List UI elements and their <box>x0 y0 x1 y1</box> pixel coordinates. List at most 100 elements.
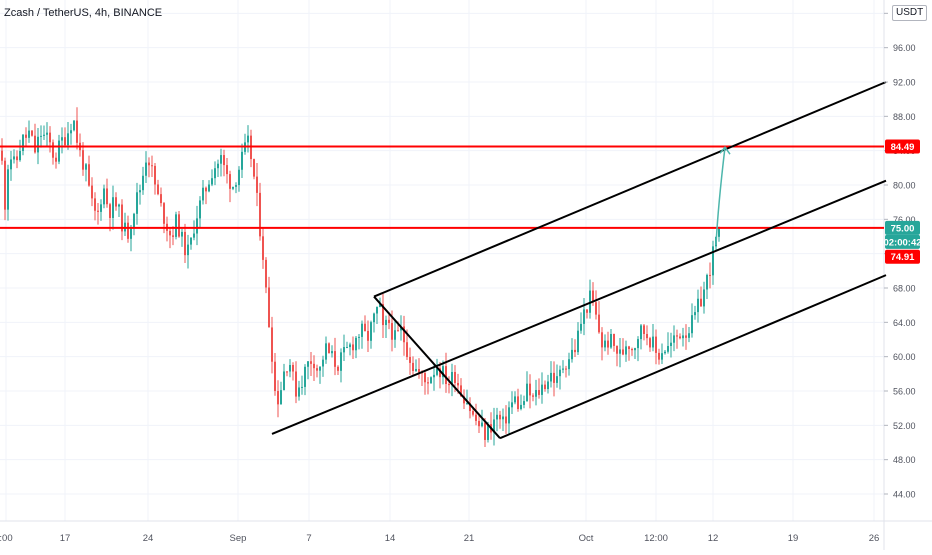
candle-body <box>208 184 210 192</box>
candle-body <box>331 351 333 354</box>
currency-badge[interactable]: USDT <box>892 5 928 21</box>
candle-body <box>445 366 447 385</box>
x-tick-label: :00 <box>0 533 13 544</box>
candle-body <box>376 307 378 314</box>
x-tick-label: 7 <box>306 533 311 544</box>
candle-body <box>64 137 66 146</box>
candle-body <box>700 298 702 307</box>
x-tick-label: Oct <box>579 533 594 544</box>
candle-body <box>280 390 282 405</box>
candle-body <box>502 416 504 420</box>
candle-body <box>307 361 309 367</box>
candle-body <box>220 155 222 164</box>
projection-arrow-line[interactable] <box>715 147 726 246</box>
level-label-lower: 75.00 <box>891 223 915 234</box>
candle-body <box>670 342 672 347</box>
candle-body <box>43 134 45 136</box>
candle-body <box>652 336 654 348</box>
candle-body <box>190 237 192 245</box>
channel-upper-line[interactable] <box>373 81 887 298</box>
channel-lower-line[interactable] <box>499 274 887 440</box>
candle-body <box>238 169 240 186</box>
candle-body <box>649 338 651 348</box>
candle-body <box>487 424 489 440</box>
candle-body <box>391 323 393 340</box>
time-axis[interactable]: :00 17 24 Sep 7 14 21 Oct 12:00 12 19 26 <box>0 533 879 544</box>
candle-body <box>13 156 15 160</box>
candle-body <box>286 371 288 373</box>
candle-body <box>505 416 507 424</box>
candle-body <box>292 364 294 372</box>
candle-body <box>646 333 648 339</box>
candle-body <box>685 335 687 338</box>
candle-body <box>718 228 720 237</box>
candle-body <box>451 371 453 386</box>
price-labels: 84.49 75.00 02:00:42 74.91 <box>883 139 922 264</box>
candle-body <box>229 174 231 189</box>
candle-body <box>199 200 201 219</box>
candle-body <box>709 274 711 276</box>
candle-body <box>433 374 435 378</box>
y-tick-label: 80.00 <box>893 181 916 191</box>
candle-body <box>115 197 117 207</box>
candle-body <box>574 349 576 353</box>
candle-body <box>316 368 318 371</box>
candle-body <box>511 402 513 408</box>
candle-body <box>514 396 516 403</box>
candle-body <box>28 130 30 138</box>
candle-body <box>196 218 198 234</box>
candle-body <box>82 150 84 170</box>
candle-body <box>19 150 21 161</box>
candle-body <box>529 383 531 396</box>
candle-body <box>586 309 588 313</box>
candle-body <box>127 222 129 239</box>
candle-body <box>301 386 303 388</box>
candle-body <box>226 165 228 175</box>
candle-body <box>334 351 336 367</box>
candle-body <box>118 204 120 207</box>
horizontal-levels[interactable] <box>0 145 884 229</box>
candle-body <box>619 349 621 354</box>
candle-body <box>562 368 564 370</box>
candle-body <box>601 332 603 348</box>
candle-body <box>49 132 51 143</box>
candle-body <box>679 336 681 339</box>
channel-middle-line[interactable] <box>271 179 887 435</box>
candle-body <box>322 359 324 367</box>
candle-body <box>121 204 123 232</box>
candle-body <box>145 162 147 176</box>
candle-body <box>640 325 642 340</box>
candle-body <box>577 330 579 353</box>
candle-body <box>592 290 594 303</box>
candle-body <box>694 312 696 316</box>
candle-body <box>304 366 306 387</box>
candle-body <box>610 333 612 348</box>
candle-body <box>508 407 510 424</box>
candle-body <box>52 142 54 158</box>
candle-body <box>253 159 255 177</box>
candle-body <box>1 150 3 161</box>
candle-body <box>268 287 270 328</box>
candle-body <box>328 343 330 354</box>
projection-arrow[interactable] <box>715 146 731 246</box>
candle-body <box>382 304 384 326</box>
candle-body <box>343 347 345 353</box>
candle-body <box>412 362 414 371</box>
candle-body <box>67 133 69 146</box>
candle-body <box>427 382 429 384</box>
candle-body <box>397 330 399 332</box>
y-tick-label: 60.00 <box>893 352 916 362</box>
candle-body <box>571 349 573 360</box>
channel-connector-line[interactable] <box>373 295 501 439</box>
candle-body <box>517 396 519 410</box>
candle-body <box>157 184 159 195</box>
parallel-channel[interactable] <box>271 81 887 440</box>
candle-body <box>547 381 549 390</box>
level-label-upper: 84.49 <box>891 142 915 153</box>
candle-body <box>403 326 405 343</box>
candle-body <box>283 371 285 391</box>
candle-body <box>475 414 477 421</box>
candle-body <box>103 188 105 205</box>
